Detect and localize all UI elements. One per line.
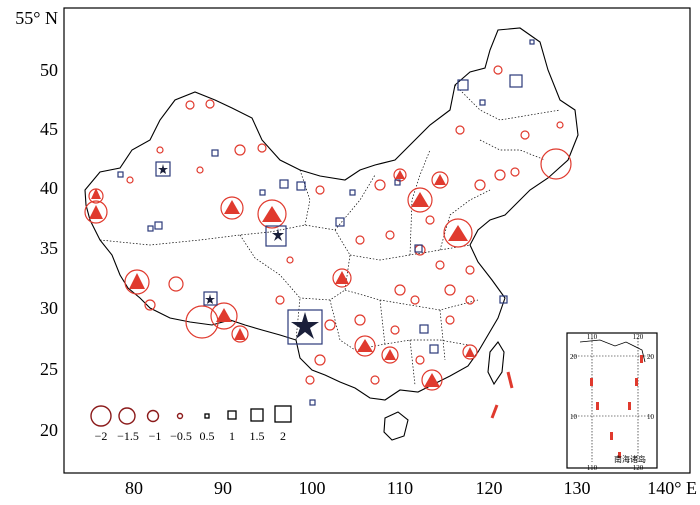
legend-circle-tiny (176, 412, 184, 420)
y-tick-label: 40 (40, 178, 58, 198)
x-axis: 80 90 100 110 120 130 140° E (125, 478, 697, 498)
legend-label: −1 (149, 429, 162, 443)
map-frame (63, 7, 691, 474)
country-outline (84, 27, 579, 401)
negative-triangle-markers (89, 170, 475, 387)
legend-label: 1.5 (250, 429, 265, 443)
x-tick-label: 100 (299, 478, 326, 498)
y-tick-label: 50 (40, 60, 58, 80)
legend-square-tiny (204, 413, 210, 419)
legend-circle-large (90, 405, 112, 427)
y-tick-label: 25 (40, 359, 58, 379)
x-tick-label: 120 (476, 478, 503, 498)
sea-boundary-dashes (490, 371, 514, 419)
hainan-island (383, 411, 409, 441)
legend-square-small (227, 410, 237, 420)
inset-tick: 10 (647, 413, 655, 421)
x-tick-label: 130 (564, 478, 591, 498)
y-tick-label: 55° N (15, 8, 58, 28)
legend-label: −0.5 (170, 429, 192, 443)
south-china-sea-inset: 110 120 110 120 20 10 20 10 南海诸岛 (566, 332, 658, 472)
x-tick-label: 90 (214, 478, 232, 498)
inset-tick: 10 (570, 413, 578, 421)
legend-label: 2 (280, 429, 286, 443)
taiwan-island (487, 341, 505, 386)
legend-label: −1.5 (117, 429, 139, 443)
inset-title: 南海诸岛 (614, 454, 646, 464)
y-tick-label: 30 (40, 298, 58, 318)
y-tick-label: 45 (40, 119, 58, 139)
negative-anomaly-markers (84, 65, 572, 391)
inset-tick: 120 (633, 464, 644, 472)
x-tick-label: 140° E (647, 478, 697, 498)
inset-tick: 20 (570, 353, 578, 361)
inset-tick: 120 (633, 333, 644, 341)
legend: −2 −1.5 −1 −0.5 0.5 1 1.5 2 (90, 405, 292, 443)
y-tick-label: 35 (40, 238, 58, 258)
inset-frame (566, 332, 658, 469)
legend-circle-small (146, 409, 160, 423)
legend-label: −2 (95, 429, 108, 443)
y-tick-label: 20 (40, 420, 58, 440)
legend-square-large (274, 405, 292, 423)
positive-anomaly-markers (117, 39, 535, 406)
epicenter-star-markers (158, 164, 319, 339)
inset-dashes (590, 355, 643, 458)
legend-label: 1 (229, 429, 235, 443)
x-tick-label: 110 (387, 478, 413, 498)
legend-label: 0.5 (200, 429, 215, 443)
x-tick-label: 80 (125, 478, 143, 498)
legend-circle-medium (118, 407, 136, 425)
province-boundaries (99, 84, 561, 386)
inset-tick: 110 (587, 333, 598, 341)
y-axis: 55° N 50 45 40 35 30 25 20 (15, 8, 58, 440)
inset-tick: 20 (647, 353, 655, 361)
legend-square-medium (250, 408, 264, 422)
inset-coastline (579, 339, 646, 363)
inset-tick: 110 (587, 464, 598, 472)
